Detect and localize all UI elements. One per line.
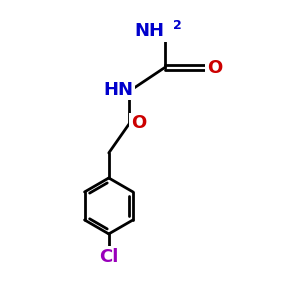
Text: O: O <box>131 115 146 133</box>
Text: 2: 2 <box>173 19 182 32</box>
Text: O: O <box>207 58 222 76</box>
Text: HN: HN <box>103 81 133 99</box>
Text: NH: NH <box>135 22 165 40</box>
Text: Cl: Cl <box>99 248 118 266</box>
